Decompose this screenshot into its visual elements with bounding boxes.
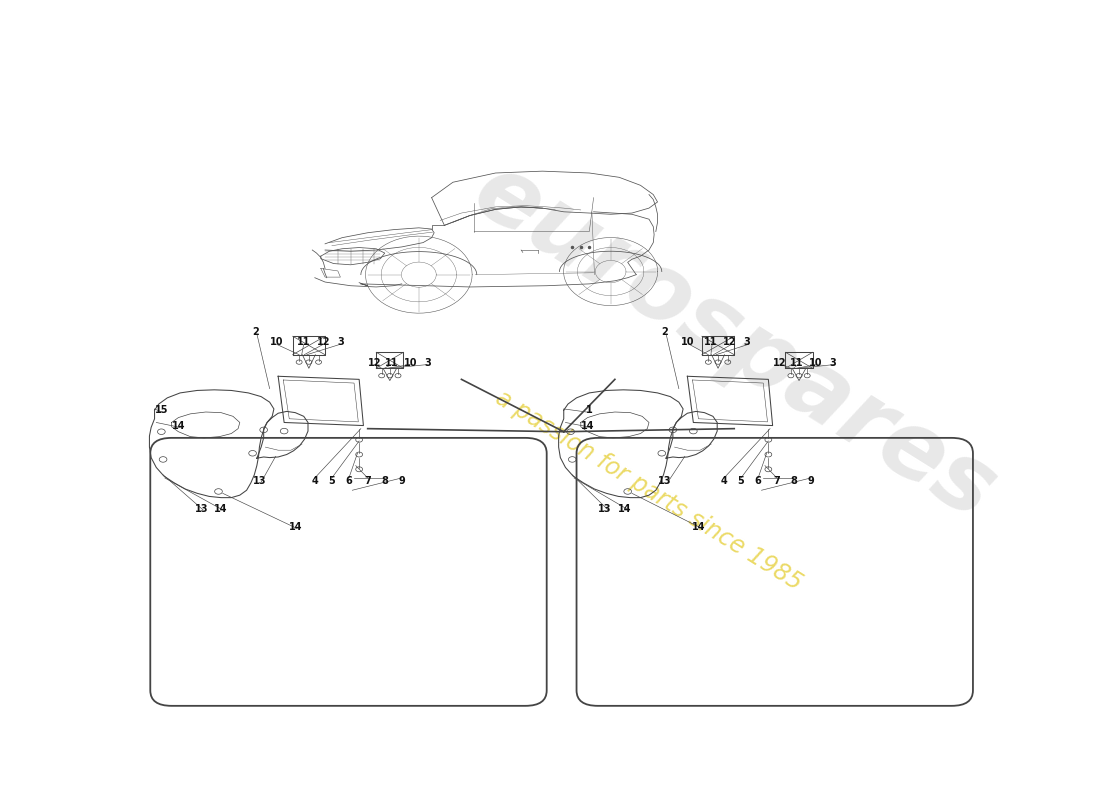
Text: 8: 8 [382,476,388,486]
Text: 13: 13 [658,476,671,486]
Text: 14: 14 [692,522,705,532]
Text: 10: 10 [270,338,283,347]
Text: 12: 12 [723,338,737,347]
Text: 13: 13 [195,504,208,514]
Text: 10: 10 [404,358,417,368]
Text: 14: 14 [581,421,594,430]
Text: 14: 14 [618,504,631,514]
Text: 12: 12 [367,358,382,368]
Text: 2: 2 [661,327,668,337]
Text: 12: 12 [317,338,330,347]
Text: 11: 11 [704,338,717,347]
Text: 6: 6 [345,476,352,486]
Text: 6: 6 [755,476,761,486]
Text: 13: 13 [598,504,612,514]
Text: 1: 1 [586,405,593,415]
Text: 11: 11 [790,358,803,368]
Text: 15: 15 [155,405,168,415]
Text: 4: 4 [311,476,318,486]
Text: 5: 5 [738,476,745,486]
Text: 12: 12 [772,358,786,368]
Text: 7: 7 [773,476,780,486]
Text: 9: 9 [807,476,814,486]
Text: 4: 4 [720,476,727,486]
Text: eurospares: eurospares [456,145,1012,540]
Text: 10: 10 [681,338,694,347]
Text: 5: 5 [329,476,336,486]
Text: 9: 9 [398,476,405,486]
Text: 3: 3 [424,358,431,368]
Text: a passion for parts since 1985: a passion for parts since 1985 [492,386,806,595]
Text: 14: 14 [214,504,228,514]
Text: 2: 2 [252,327,258,337]
Text: 11: 11 [385,358,398,368]
Text: 3: 3 [337,338,344,347]
Text: 14: 14 [288,522,302,532]
Text: 14: 14 [172,421,185,430]
Text: 11: 11 [297,338,310,347]
Text: 10: 10 [808,358,822,368]
Text: 8: 8 [791,476,798,486]
Text: 13: 13 [253,476,266,486]
Text: 3: 3 [744,338,750,347]
Text: 7: 7 [364,476,371,486]
Text: 3: 3 [829,358,836,368]
